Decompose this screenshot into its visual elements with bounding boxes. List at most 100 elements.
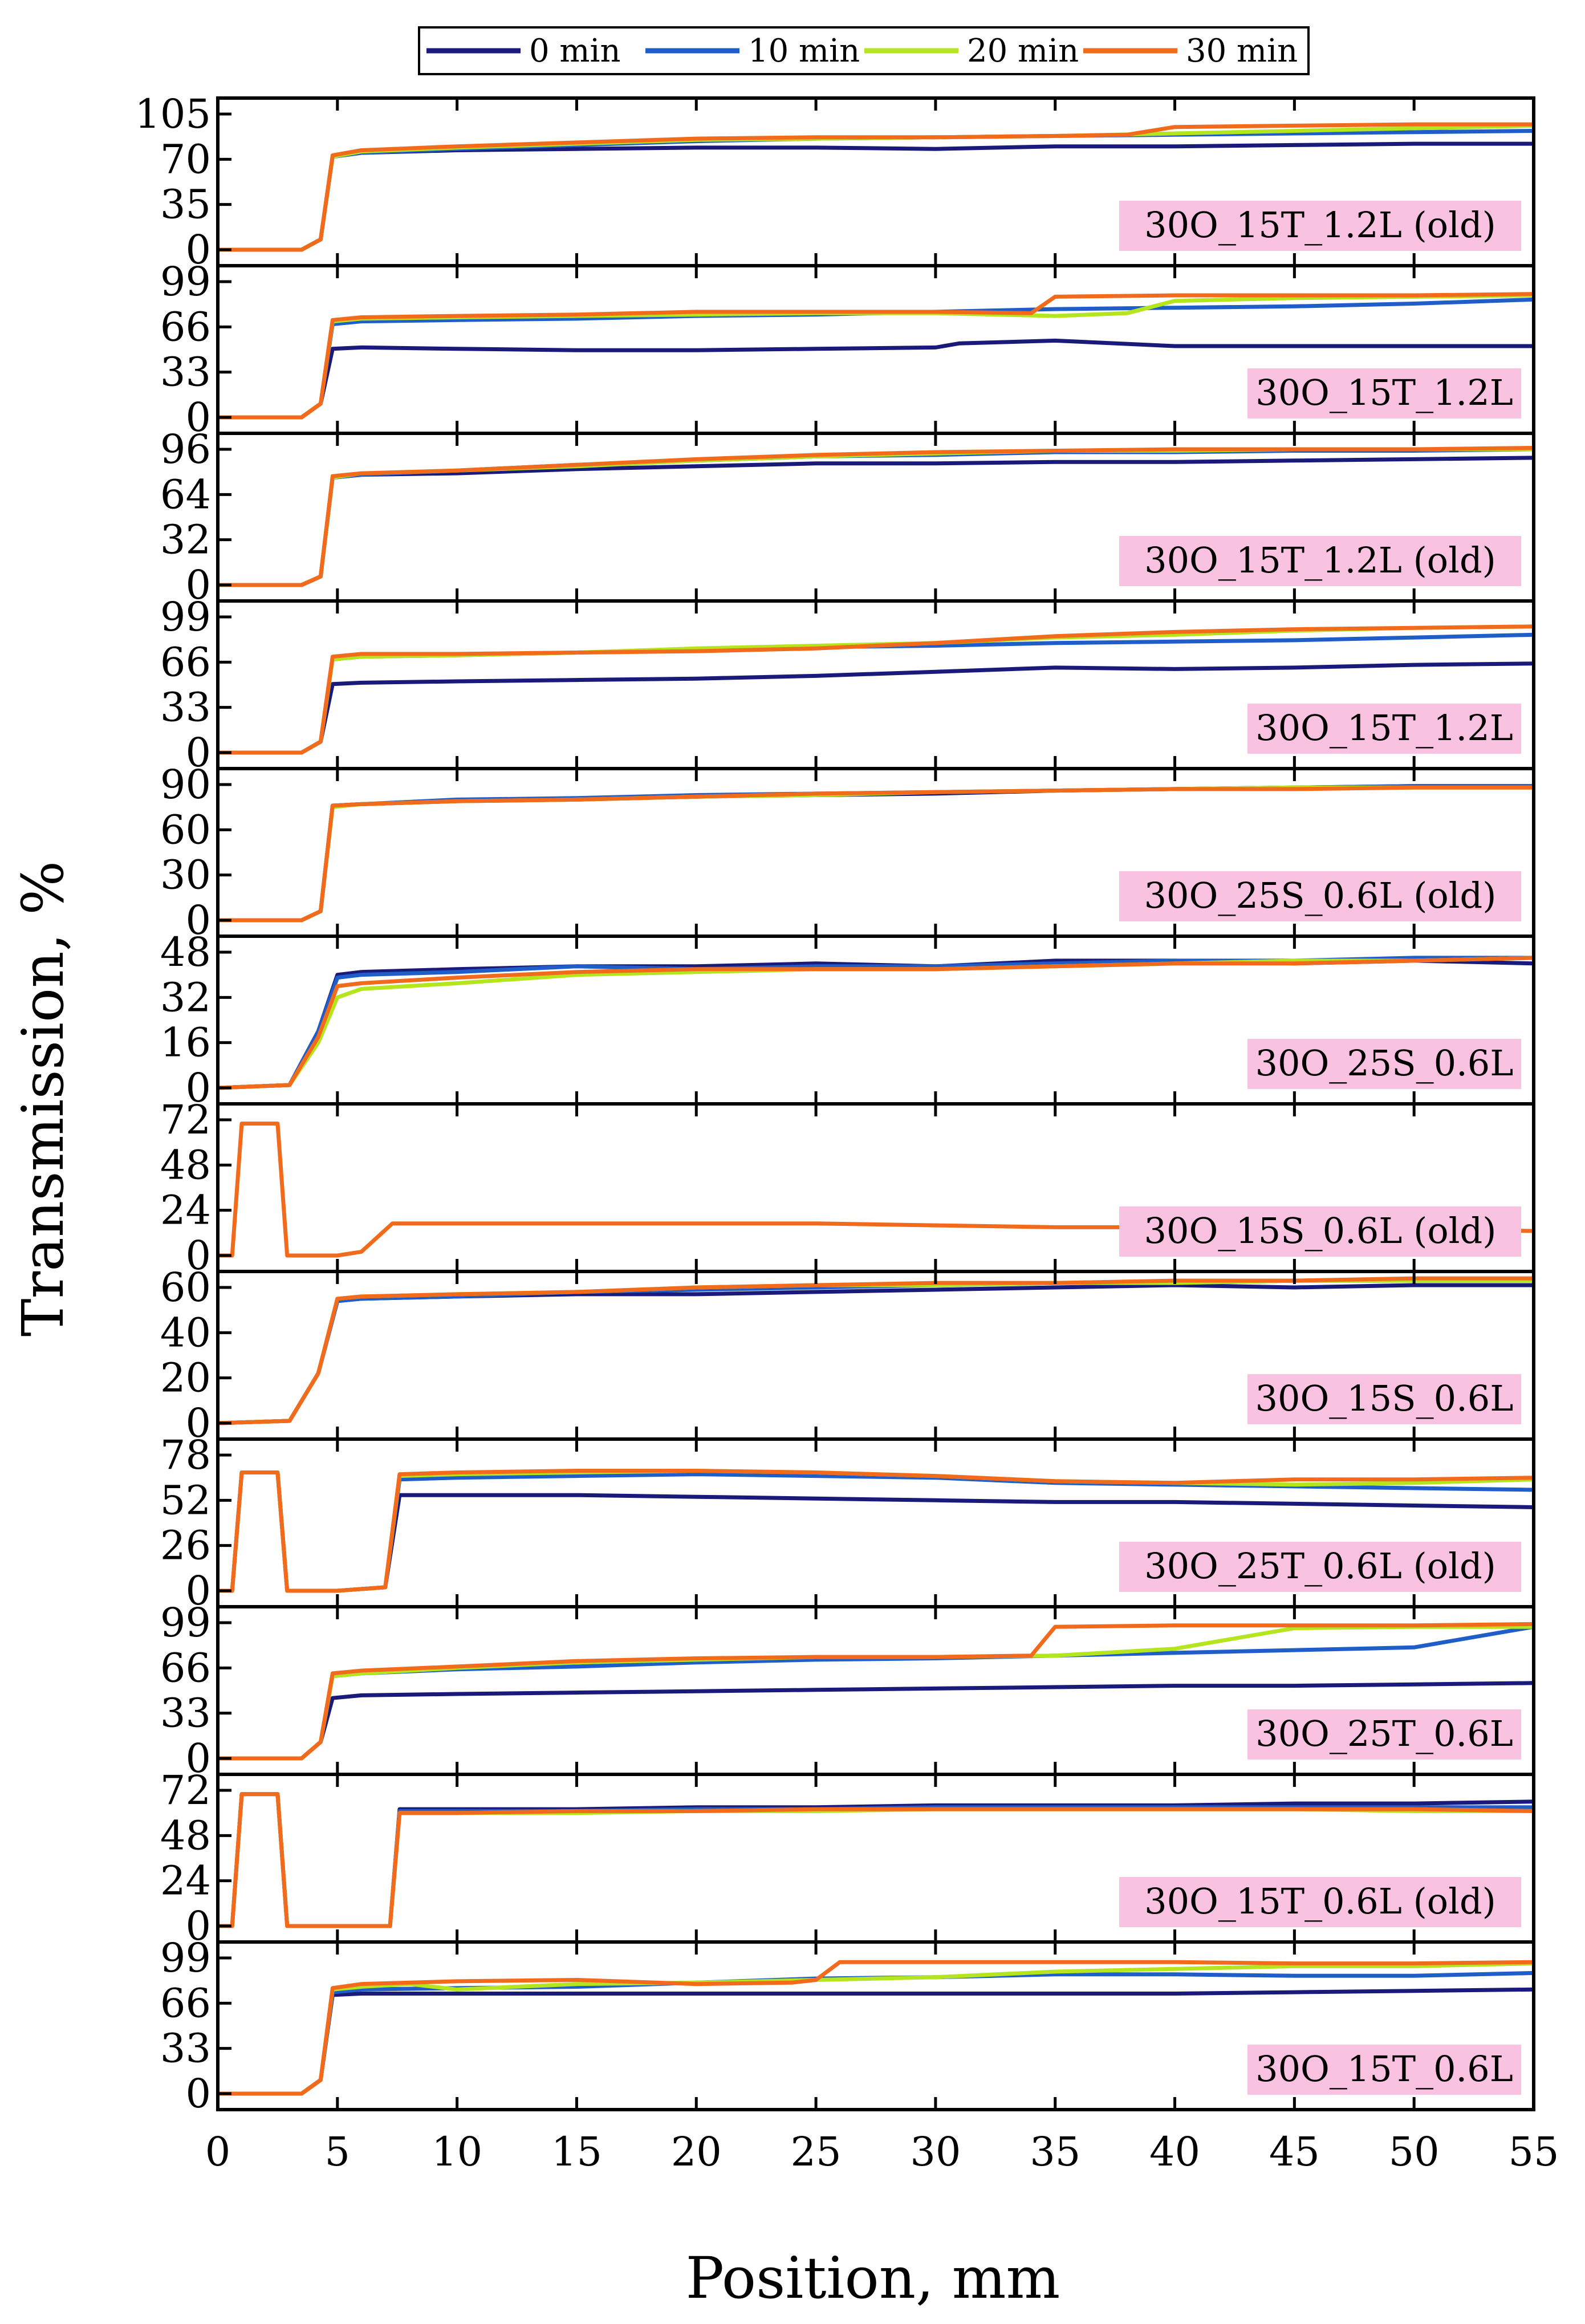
panel-series-group — [218, 1622, 1534, 1761]
panel-label: 30O_15T_1.2L — [1255, 372, 1513, 413]
series-line-30-min — [218, 122, 1534, 252]
panel-label: 30O_15T_1.2L (old) — [1144, 539, 1496, 581]
panel-series-group — [218, 122, 1534, 252]
x-axis-title: Position, mm — [686, 2245, 1060, 2311]
legend-label-20-min: 20 min — [967, 32, 1079, 70]
y-tick-label: 0 — [185, 1232, 211, 1279]
y-tick-label: 32 — [160, 974, 211, 1021]
panel-series-group — [218, 292, 1534, 420]
series-line-30-min — [218, 1276, 1534, 1425]
panel-label-box — [1119, 201, 1521, 251]
panel-series-group — [218, 1792, 1534, 1928]
legend-label-0-min: 0 min — [529, 32, 621, 70]
panel-label-box — [1119, 1877, 1521, 1927]
y-tick-label: 26 — [160, 1522, 211, 1569]
panel-label: 30O_15T_0.6L (old) — [1144, 1880, 1496, 1922]
y-tick-label: 33 — [160, 1690, 211, 1737]
y-tick-label: 0 — [185, 562, 211, 608]
x-tick-label: 10 — [432, 2128, 482, 2175]
y-tick-label: 33 — [160, 349, 211, 396]
series-line-30-min — [218, 1622, 1534, 1761]
series-line-30-min — [218, 1469, 1534, 1593]
series-line-30-min — [218, 785, 1534, 923]
y-tick-label: 24 — [160, 1187, 211, 1234]
y-tick-label: 60 — [160, 806, 211, 853]
panel-label: 30O_15T_0.6L — [1255, 2048, 1513, 2090]
panel-label-box — [1119, 871, 1521, 921]
panel-label: 30O_25S_0.6L — [1255, 1042, 1514, 1084]
x-tick-label: 50 — [1389, 2128, 1440, 2175]
y-tick-label: 0 — [185, 729, 211, 776]
panel-frame — [216, 1940, 1535, 2111]
panel-series-group — [218, 1469, 1534, 1593]
panel-label: 30O_15T_1.2L — [1255, 707, 1513, 749]
x-tick-label: 25 — [791, 2128, 842, 2175]
y-tick-label: 20 — [160, 1355, 211, 1401]
y-tick-label: 90 — [160, 761, 211, 808]
y-tick-label: 33 — [160, 684, 211, 731]
y-tick-label: 66 — [160, 1644, 211, 1691]
x-tick-label: 0 — [205, 2128, 231, 2175]
y-tick-label: 0 — [185, 1065, 211, 1111]
y-tick-label: 32 — [160, 517, 211, 563]
x-tick-label: 45 — [1269, 2128, 1320, 2175]
y-tick-label: 78 — [160, 1432, 211, 1478]
y-tick-label: 99 — [160, 1599, 211, 1646]
panel-label: 30O_25S_0.6L (old) — [1144, 875, 1497, 916]
panel-label-box — [1247, 1039, 1521, 1089]
y-tick-label: 72 — [160, 1767, 211, 1814]
panel-series-group — [218, 1276, 1534, 1425]
y-tick-label: 0 — [185, 1400, 211, 1447]
panel-label-box — [1247, 1374, 1521, 1424]
y-tick-label: 30 — [160, 852, 211, 899]
panel-series-group — [218, 624, 1534, 755]
series-line-30-min — [218, 624, 1534, 755]
y-tick-label: 0 — [185, 1903, 211, 1949]
panel-label: 30O_15S_0.6L — [1255, 1378, 1514, 1419]
panel-label-box — [1119, 1542, 1521, 1592]
panel-label: 30O_25T_0.6L (old) — [1144, 1545, 1496, 1587]
panel-series-group — [218, 956, 1534, 1090]
y-tick-label: 60 — [160, 1264, 211, 1311]
y-axis-title: Transmission, % — [10, 861, 76, 1336]
panel-series-group — [218, 446, 1534, 587]
y-tick-label: 33 — [160, 2025, 211, 2072]
panel-label-box — [1247, 704, 1521, 754]
x-tick-label: 40 — [1149, 2128, 1200, 2175]
y-tick-label: 70 — [160, 136, 211, 182]
y-tick-label: 0 — [185, 897, 211, 944]
y-tick-label: 48 — [160, 1812, 211, 1859]
y-tick-label: 66 — [160, 1980, 211, 2026]
panel-label-box — [1247, 368, 1521, 419]
y-tick-label: 0 — [185, 1735, 211, 1782]
y-tick-label: 0 — [185, 1567, 211, 1614]
y-tick-label: 64 — [160, 471, 211, 518]
y-tick-label: 48 — [160, 929, 211, 976]
x-tick-label: 20 — [671, 2128, 722, 2175]
series-line-30-min — [218, 446, 1534, 587]
panel-label-box — [1247, 2045, 1521, 2095]
series-line-30-min — [218, 1792, 1534, 1928]
panel-series-group — [218, 784, 1534, 923]
y-tick-label: 99 — [160, 258, 211, 305]
panel-series-group — [218, 1960, 1534, 2096]
y-tick-label: 40 — [160, 1309, 211, 1356]
panel-label: 30O_25T_0.6L — [1255, 1713, 1513, 1754]
y-tick-label: 16 — [160, 1019, 211, 1066]
panel-label-box — [1119, 536, 1521, 586]
panel-label-box — [1247, 1709, 1521, 1760]
y-tick-label: 72 — [160, 1096, 211, 1143]
panel-label: 30O_15S_0.6L (old) — [1144, 1210, 1497, 1252]
